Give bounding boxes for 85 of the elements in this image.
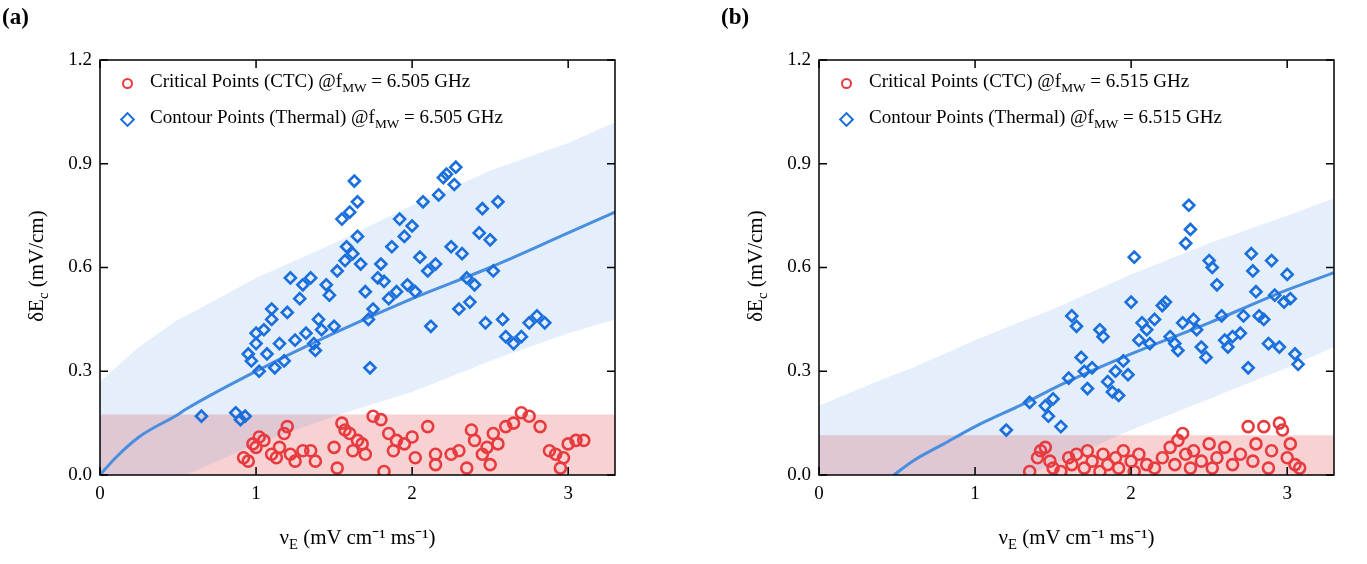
y-tick-label: 0.3 [68,359,92,381]
x-axis-title: ν$_{E}$ (mV cm⁻¹ ms⁻¹) [278,524,437,554]
point [264,447,279,462]
point [397,437,412,451]
point [514,405,529,420]
chart-title: (b) [721,4,750,30]
y-tick-label: 0.0 [68,462,92,484]
y-tick-label: 0.6 [787,255,811,277]
point [480,440,494,455]
point [366,409,380,424]
point [377,464,391,475]
point [405,430,419,444]
point [483,457,497,472]
point [464,423,479,437]
point [444,447,458,462]
x-tick-label: 2 [407,482,417,504]
point [491,437,505,451]
point [283,447,298,462]
point [506,416,521,430]
point [386,443,401,458]
x-axis-title: ν$_{E}$ (mV cm⁻¹ ms⁻¹) [997,524,1156,554]
y-tick-label: 0.0 [787,462,811,484]
point [389,433,404,448]
point [246,437,260,451]
point [459,461,474,475]
point [542,443,557,458]
point [277,426,291,441]
point [486,426,501,441]
point [576,433,591,448]
y-tick-label: 0.3 [787,359,811,381]
point [498,419,513,434]
point [428,457,443,472]
x-tick-label: 1 [251,482,261,504]
point [428,447,443,462]
legend-label: Critical Points (CTC) @f$_{MW}$ = 6.505 GHz [150,69,471,97]
point [303,443,318,458]
point [381,426,396,441]
point [252,430,266,444]
legend-label: Critical Points (CTC) @f$_{MW}$ = 6.515 GHz [869,69,1190,97]
point [327,440,341,455]
point [272,440,287,455]
point [420,419,435,434]
point [522,409,536,424]
point [335,416,349,430]
point [241,454,256,468]
y-tick-label: 0.6 [68,255,92,277]
legend-label: Contour Points (Thermal) @f$_{MW}$ = 6.515 GHz [869,104,1222,133]
point [561,437,575,451]
x-tick-label: 2 [1126,482,1136,504]
y-tick-label: 1.2 [787,47,811,69]
point [569,433,583,448]
point [355,437,369,451]
point [269,450,284,465]
point [236,450,251,465]
point [330,461,345,475]
point [249,440,263,455]
x-tick-label: 0 [814,482,824,504]
point [533,419,547,434]
point [553,461,568,475]
x-tick-label: 0 [95,482,105,504]
point [280,419,295,434]
point [467,433,482,448]
x-tick-label: 3 [1282,482,1292,504]
point [358,447,373,462]
point [338,423,352,437]
x-tick-label: 3 [563,482,573,504]
point [556,450,571,465]
point [374,412,388,427]
y-tick-label: 0.9 [787,151,811,173]
point [548,447,563,462]
point [296,443,310,458]
point [408,450,423,465]
point [350,433,365,448]
point [257,433,271,448]
y-tick-label: 1.2 [68,47,92,69]
point [288,454,302,468]
point [346,443,360,458]
point [475,447,490,462]
point [308,454,323,468]
x-tick-label: 1 [970,482,980,504]
point [342,426,357,441]
point [452,443,466,458]
y-tick-label: 0.9 [68,151,92,173]
chart-title: (a) [2,4,29,30]
legend-label: Contour Points (Thermal) @f$_{MW}$ = 6.505 GHz [150,104,503,133]
